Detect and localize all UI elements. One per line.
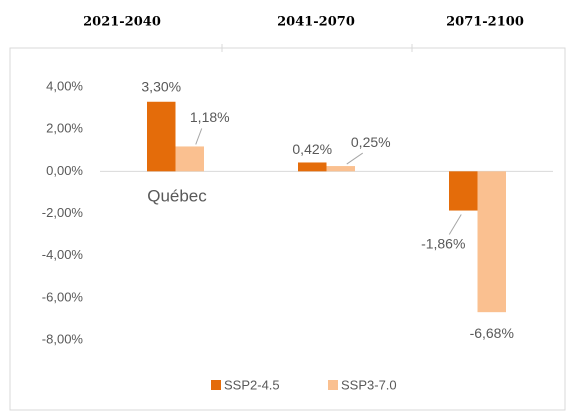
x-category-header: 2041-2070 [277,15,355,30]
bar [298,162,327,172]
leader-line [346,152,364,165]
y-tick-label: 2,00% [46,121,83,136]
value-label: 3,30% [141,78,181,94]
x-category-header: 2071-2100 [446,15,524,30]
x-category-header: 2021-2040 [83,15,161,30]
bar [449,171,478,211]
value-label: -6,68% [470,325,514,341]
value-label: 1,18% [190,109,230,125]
y-tick-label: -2,00% [42,205,84,220]
legend-swatch [328,380,338,390]
y-tick-label: 0,00% [46,163,83,178]
annotation: Québec [147,186,207,205]
legend-swatch [211,380,221,390]
value-label: 0,25% [351,134,391,150]
leader-line [195,128,203,145]
legend-label: SSP2-4.5 [224,377,280,392]
y-tick-label: 4,00% [46,78,83,93]
bar [326,166,355,172]
bar [477,171,506,313]
bar [147,101,176,172]
legend-label: SSP3-7.0 [341,377,397,392]
value-label: 0,42% [292,141,332,157]
chart-frame [9,47,566,411]
y-tick-label: -8,00% [42,331,84,346]
value-label: -1,86% [421,235,465,251]
y-tick-label: -6,00% [42,289,84,304]
y-tick-label: -4,00% [42,247,84,262]
bar [175,146,204,172]
leader-line [448,214,462,235]
